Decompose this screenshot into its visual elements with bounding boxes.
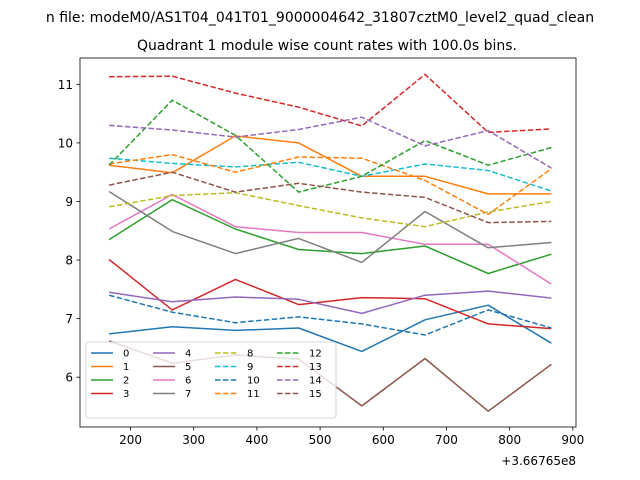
x-tick-label: 500 bbox=[309, 433, 332, 447]
chart-title: Quadrant 1 module wise count rates with … bbox=[137, 38, 517, 54]
series-line-0 bbox=[109, 304, 552, 353]
y-tick-label: 6 bbox=[65, 371, 73, 385]
series-line-10 bbox=[108, 294, 552, 336]
chart-suptitle: n file: modeM0/AS1T04_041T01_9000004642_… bbox=[46, 10, 594, 26]
legend-label-14: 14 bbox=[309, 376, 322, 387]
series-line-9 bbox=[109, 157, 552, 192]
legend-label-11: 11 bbox=[247, 389, 260, 400]
legend-label-6: 6 bbox=[185, 376, 191, 387]
y-tick-label: 7 bbox=[65, 312, 73, 326]
legend-label-0: 0 bbox=[123, 349, 129, 360]
series-line-2 bbox=[108, 198, 552, 275]
x-axis: 200 300 400 500 600 700 800 900 bbox=[119, 427, 584, 447]
y-tick-label: 8 bbox=[65, 254, 73, 268]
y-tick-label: 11 bbox=[58, 78, 73, 92]
plot-frame bbox=[79, 57, 577, 428]
legend-label-15: 15 bbox=[309, 389, 322, 400]
x-tick-label: 300 bbox=[182, 433, 205, 447]
series-line-3 bbox=[108, 258, 552, 330]
series-line-13 bbox=[109, 73, 552, 134]
series-line-4 bbox=[108, 290, 552, 315]
series-line-7 bbox=[108, 190, 552, 264]
series-line-12 bbox=[108, 99, 552, 193]
legend-label-10: 10 bbox=[247, 376, 260, 387]
legend-label-13: 13 bbox=[309, 362, 322, 373]
y-axis: 6 7 8 9 10 11 bbox=[58, 78, 80, 385]
x-tick-label: 400 bbox=[245, 433, 268, 447]
series-line-6 bbox=[108, 193, 552, 285]
x-tick-label: 200 bbox=[119, 433, 142, 447]
series-line-8 bbox=[108, 191, 552, 228]
series-line-11 bbox=[108, 153, 552, 216]
plot-area bbox=[79, 57, 577, 428]
legend-box bbox=[85, 341, 337, 419]
y-tick-label: 9 bbox=[65, 195, 73, 209]
x-tick-label: 800 bbox=[498, 433, 521, 447]
legend-label-3: 3 bbox=[123, 389, 129, 400]
legend-label-5: 5 bbox=[185, 362, 191, 373]
series-line-14 bbox=[109, 116, 552, 169]
legend-label-2: 2 bbox=[123, 376, 129, 387]
legend-label-9: 9 bbox=[247, 362, 253, 373]
series-line-1 bbox=[109, 135, 552, 195]
x-offset-label: +3.66765e8 bbox=[501, 454, 576, 468]
legend-label-4: 4 bbox=[185, 349, 191, 360]
legend-label-1: 1 bbox=[123, 362, 129, 373]
legend-label-7: 7 bbox=[185, 389, 191, 400]
series-line-15 bbox=[108, 171, 552, 224]
y-tick-label: 10 bbox=[58, 136, 73, 150]
x-tick-label: 900 bbox=[561, 433, 584, 447]
x-tick-label: 700 bbox=[435, 433, 458, 447]
legend-label-12: 12 bbox=[309, 349, 322, 360]
legend-label-8: 8 bbox=[247, 349, 253, 360]
x-tick-label: 600 bbox=[372, 433, 395, 447]
